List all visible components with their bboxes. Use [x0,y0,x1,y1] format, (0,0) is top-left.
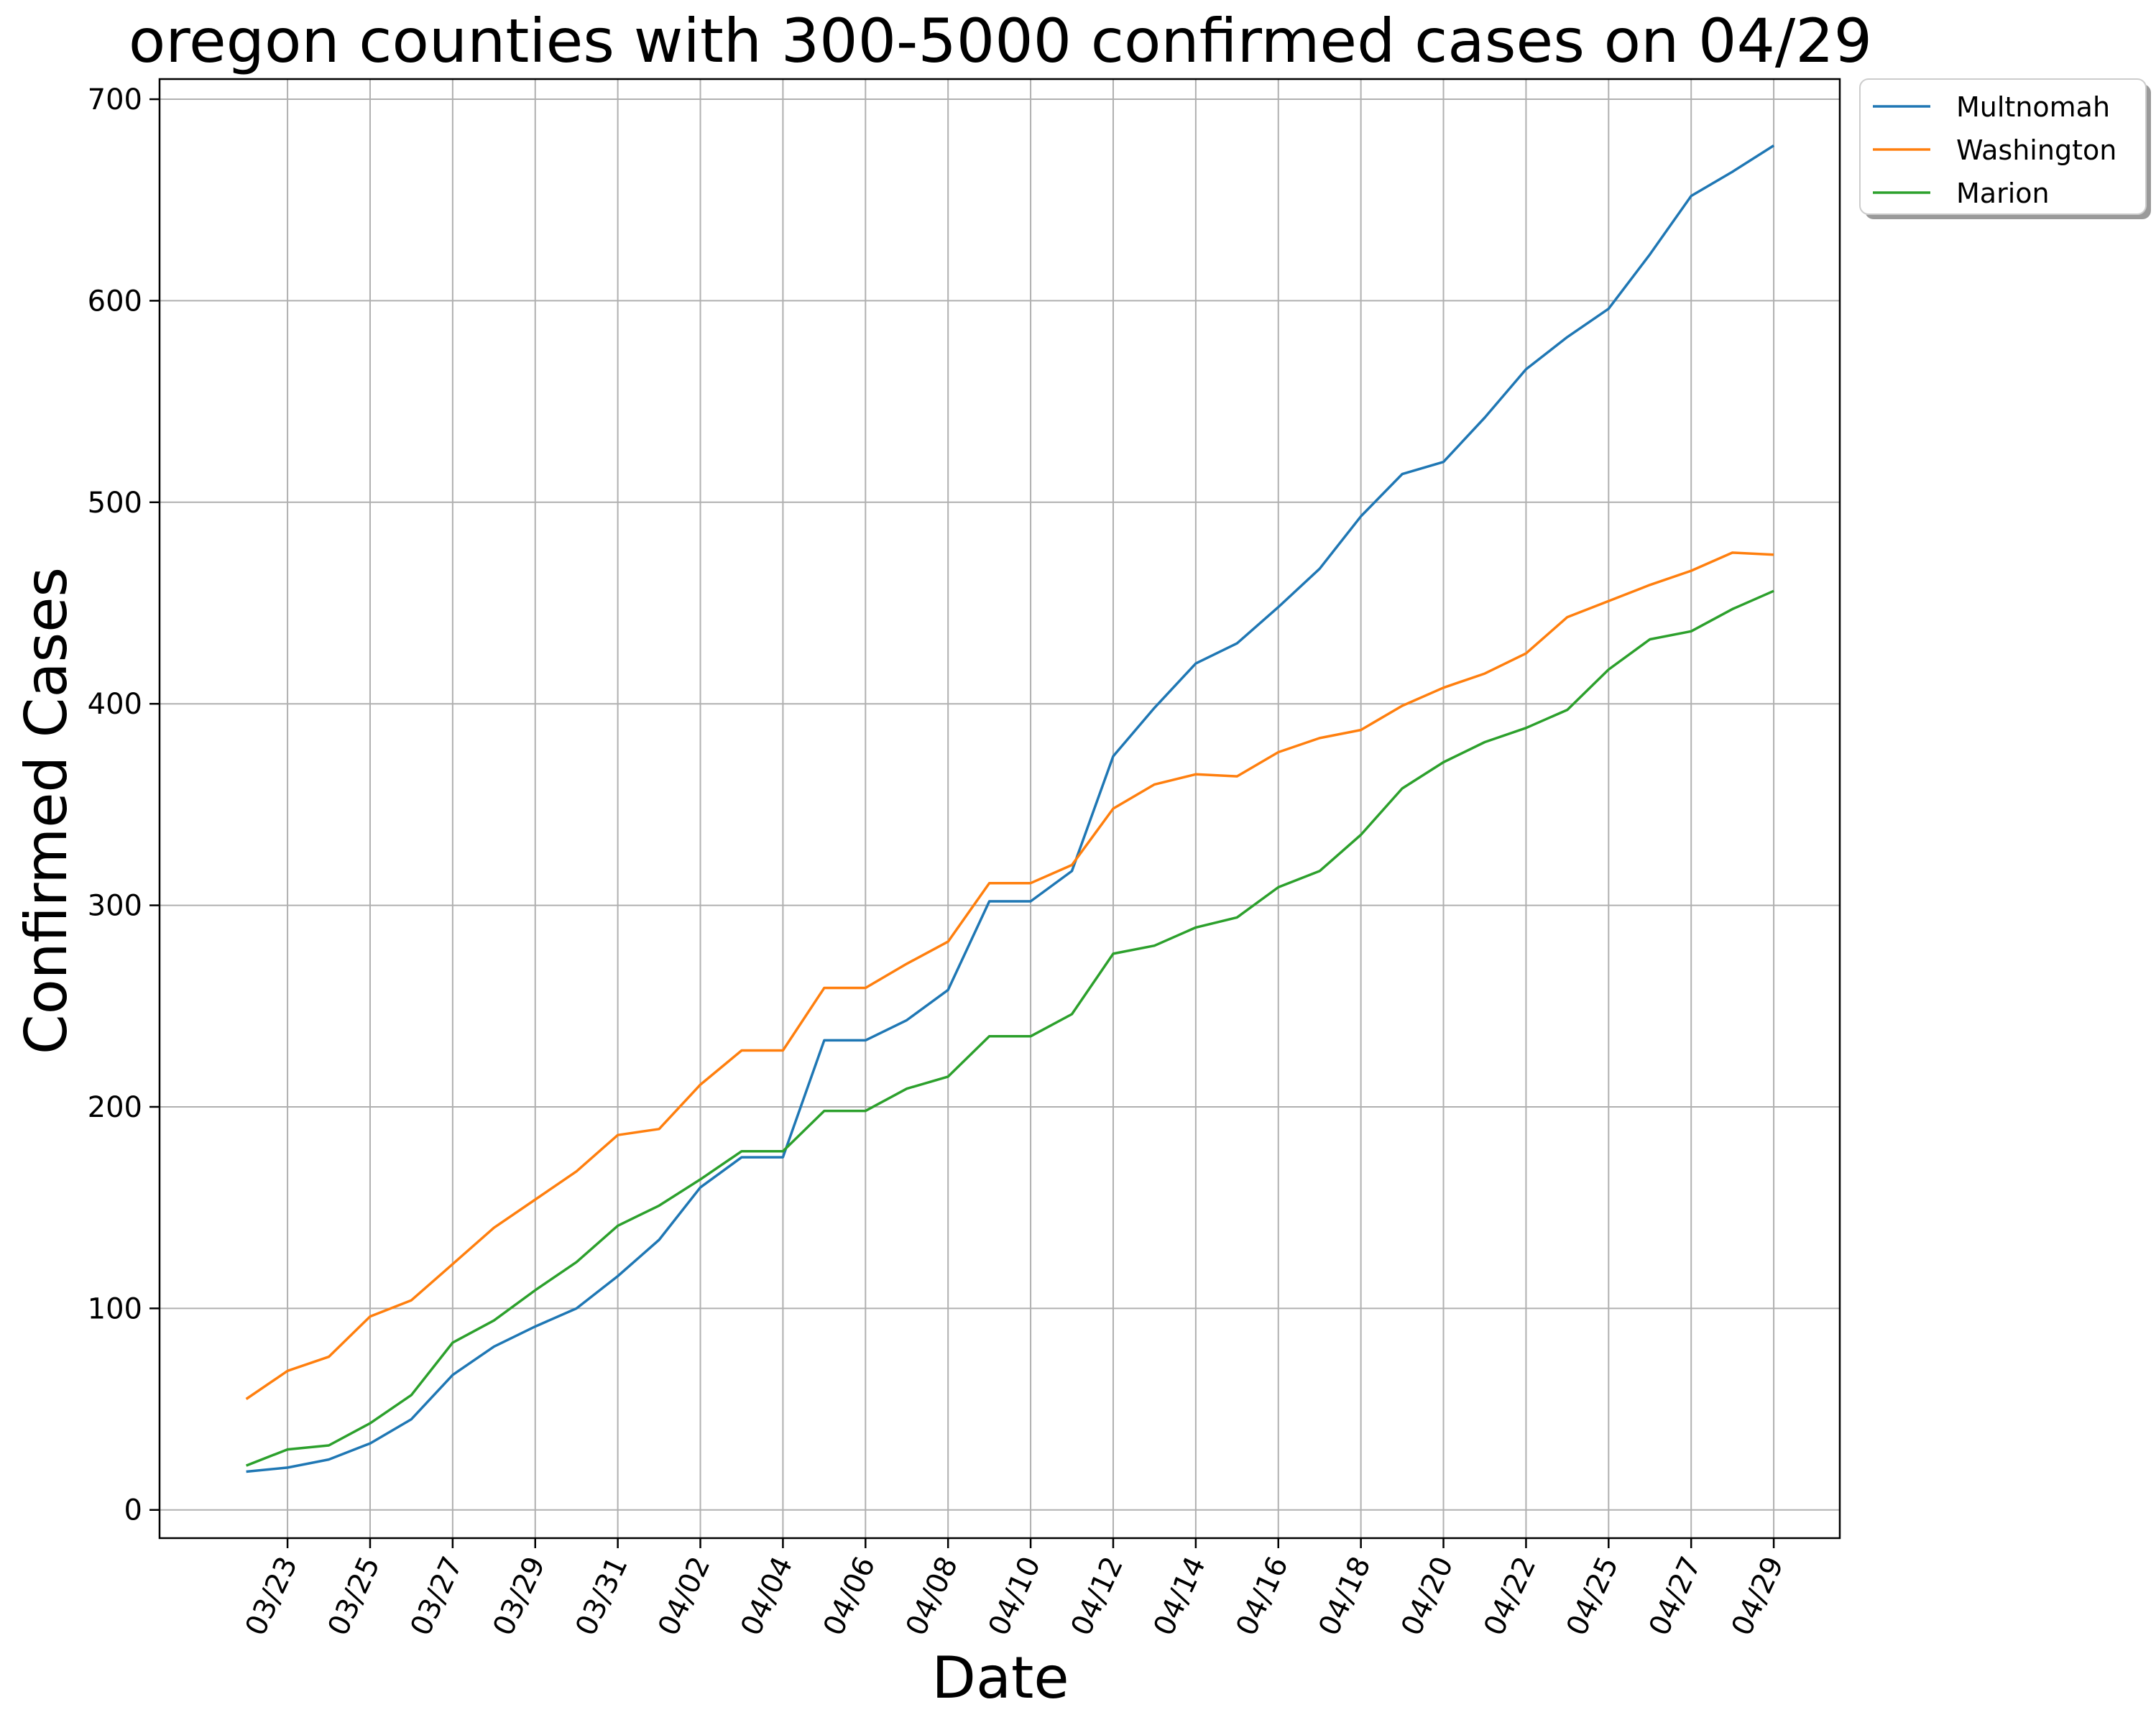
x-tick-label: 04/04 [734,1552,799,1641]
series-line-multnomah [246,144,1775,1473]
series-line-marion [245,589,1774,1467]
x-tick-label: 04/10 [982,1552,1047,1641]
x-tick-label: 04/29 [1726,1552,1790,1641]
y-tick-label: 300 [88,890,142,923]
legend-label-washington: Washington [1956,134,2116,166]
x-tick-label: 04/14 [1148,1552,1212,1641]
y-tick-label: 500 [88,487,142,520]
y-tick-label: 100 [88,1292,142,1325]
x-axis-label: Date [931,1644,1069,1711]
legend: Multnomah Washington Marion [1859,78,2151,219]
series-lines [245,144,1775,1473]
chart-title: oregon counties with 300-5000 confirmed … [129,6,1872,76]
x-tick-label: 04/18 [1312,1552,1377,1641]
x-tick-label: 04/16 [1230,1552,1294,1641]
y-axis-ticks: 0 100 200 300 400 500 600 700 [88,83,160,1527]
y-tick-label: 600 [88,285,142,318]
y-axis-label: Confirmed Cases [13,567,80,1054]
series-line-washington [245,551,1774,1400]
x-axis-ticks: 03/23 03/25 03/27 03/29 03/31 04/02 04/04 04/06… [239,1538,1790,1641]
x-tick-label: 04/25 [1560,1552,1625,1641]
legend-label-marion: Marion [1956,178,2050,209]
x-tick-label: 03/29 [487,1552,551,1641]
x-tick-label: 04/27 [1643,1552,1708,1641]
x-tick-label: 03/23 [239,1552,304,1641]
y-tick-label: 400 [88,688,142,721]
y-tick-label: 0 [124,1494,142,1527]
y-tick-label: 200 [88,1091,142,1124]
x-tick-label: 04/08 [900,1552,964,1641]
legend-label-multnomah: Multnomah [1956,91,2110,123]
legend-box [1859,78,2147,215]
x-tick-label: 03/27 [405,1552,469,1641]
grid [160,79,1840,1538]
x-tick-label: 03/25 [322,1552,387,1641]
x-tick-label: 04/02 [652,1552,717,1641]
y-tick-label: 700 [88,83,142,116]
x-tick-label: 04/20 [1395,1552,1460,1641]
x-tick-label: 04/06 [817,1552,882,1641]
x-tick-label: 04/12 [1065,1552,1130,1641]
x-tick-label: 04/22 [1478,1552,1542,1641]
plot-area-frame [158,78,1841,1540]
x-tick-label: 03/31 [569,1552,634,1641]
